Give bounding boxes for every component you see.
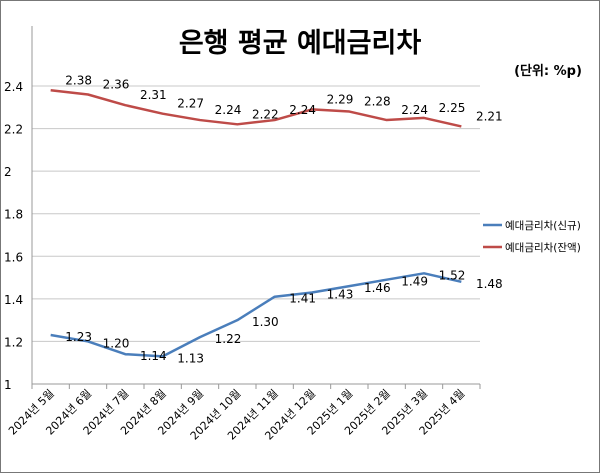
data-label: 1.41 <box>289 292 316 306</box>
y-tick-label: 1.4 <box>4 293 23 307</box>
data-label: 1.14 <box>140 349 167 363</box>
data-label: 2.24 <box>289 103 316 117</box>
data-label: 2.22 <box>252 107 279 121</box>
data-label: 1.23 <box>65 330 92 344</box>
data-label: 2.28 <box>364 95 391 109</box>
data-label: 2.27 <box>177 97 204 111</box>
data-label: 1.30 <box>252 315 279 329</box>
legend-label: 예대금리차(신규) <box>505 219 581 232</box>
data-label: 1.52 <box>439 268 466 282</box>
y-tick-label: 1.8 <box>4 208 23 222</box>
data-label: 1.46 <box>364 281 391 295</box>
y-tick-label: 2.2 <box>4 123 23 137</box>
data-label: 2.31 <box>140 88 167 102</box>
data-label: 1.22 <box>215 332 242 346</box>
data-label: 2.38 <box>65 73 92 87</box>
data-label: 2.25 <box>439 101 466 115</box>
y-tick-label: 1.2 <box>4 335 23 349</box>
data-label: 1.20 <box>103 336 130 350</box>
series-line-new <box>50 272 462 358</box>
y-tick-label: 1 <box>4 378 12 392</box>
unit-label: (단위: %p) <box>514 63 582 79</box>
data-label: 1.48 <box>476 277 503 291</box>
y-tick-label: 2.4 <box>4 80 23 94</box>
y-tick-label: 2 <box>4 165 12 179</box>
chart-title: 은행 평균 예대금리차 <box>179 28 422 59</box>
y-tick-label: 1.6 <box>4 250 23 264</box>
data-label: 2.29 <box>327 92 354 106</box>
data-label: 2.24 <box>215 103 242 117</box>
data-label: 1.43 <box>327 287 354 301</box>
data-label: 2.36 <box>103 78 130 92</box>
series-line-balance <box>50 89 462 128</box>
data-label: 1.49 <box>401 275 428 289</box>
legend-label: 예대금리차(잔액) <box>505 241 581 254</box>
data-label: 2.21 <box>476 109 503 123</box>
data-label: 1.13 <box>177 351 204 365</box>
data-label: 2.24 <box>401 103 428 117</box>
